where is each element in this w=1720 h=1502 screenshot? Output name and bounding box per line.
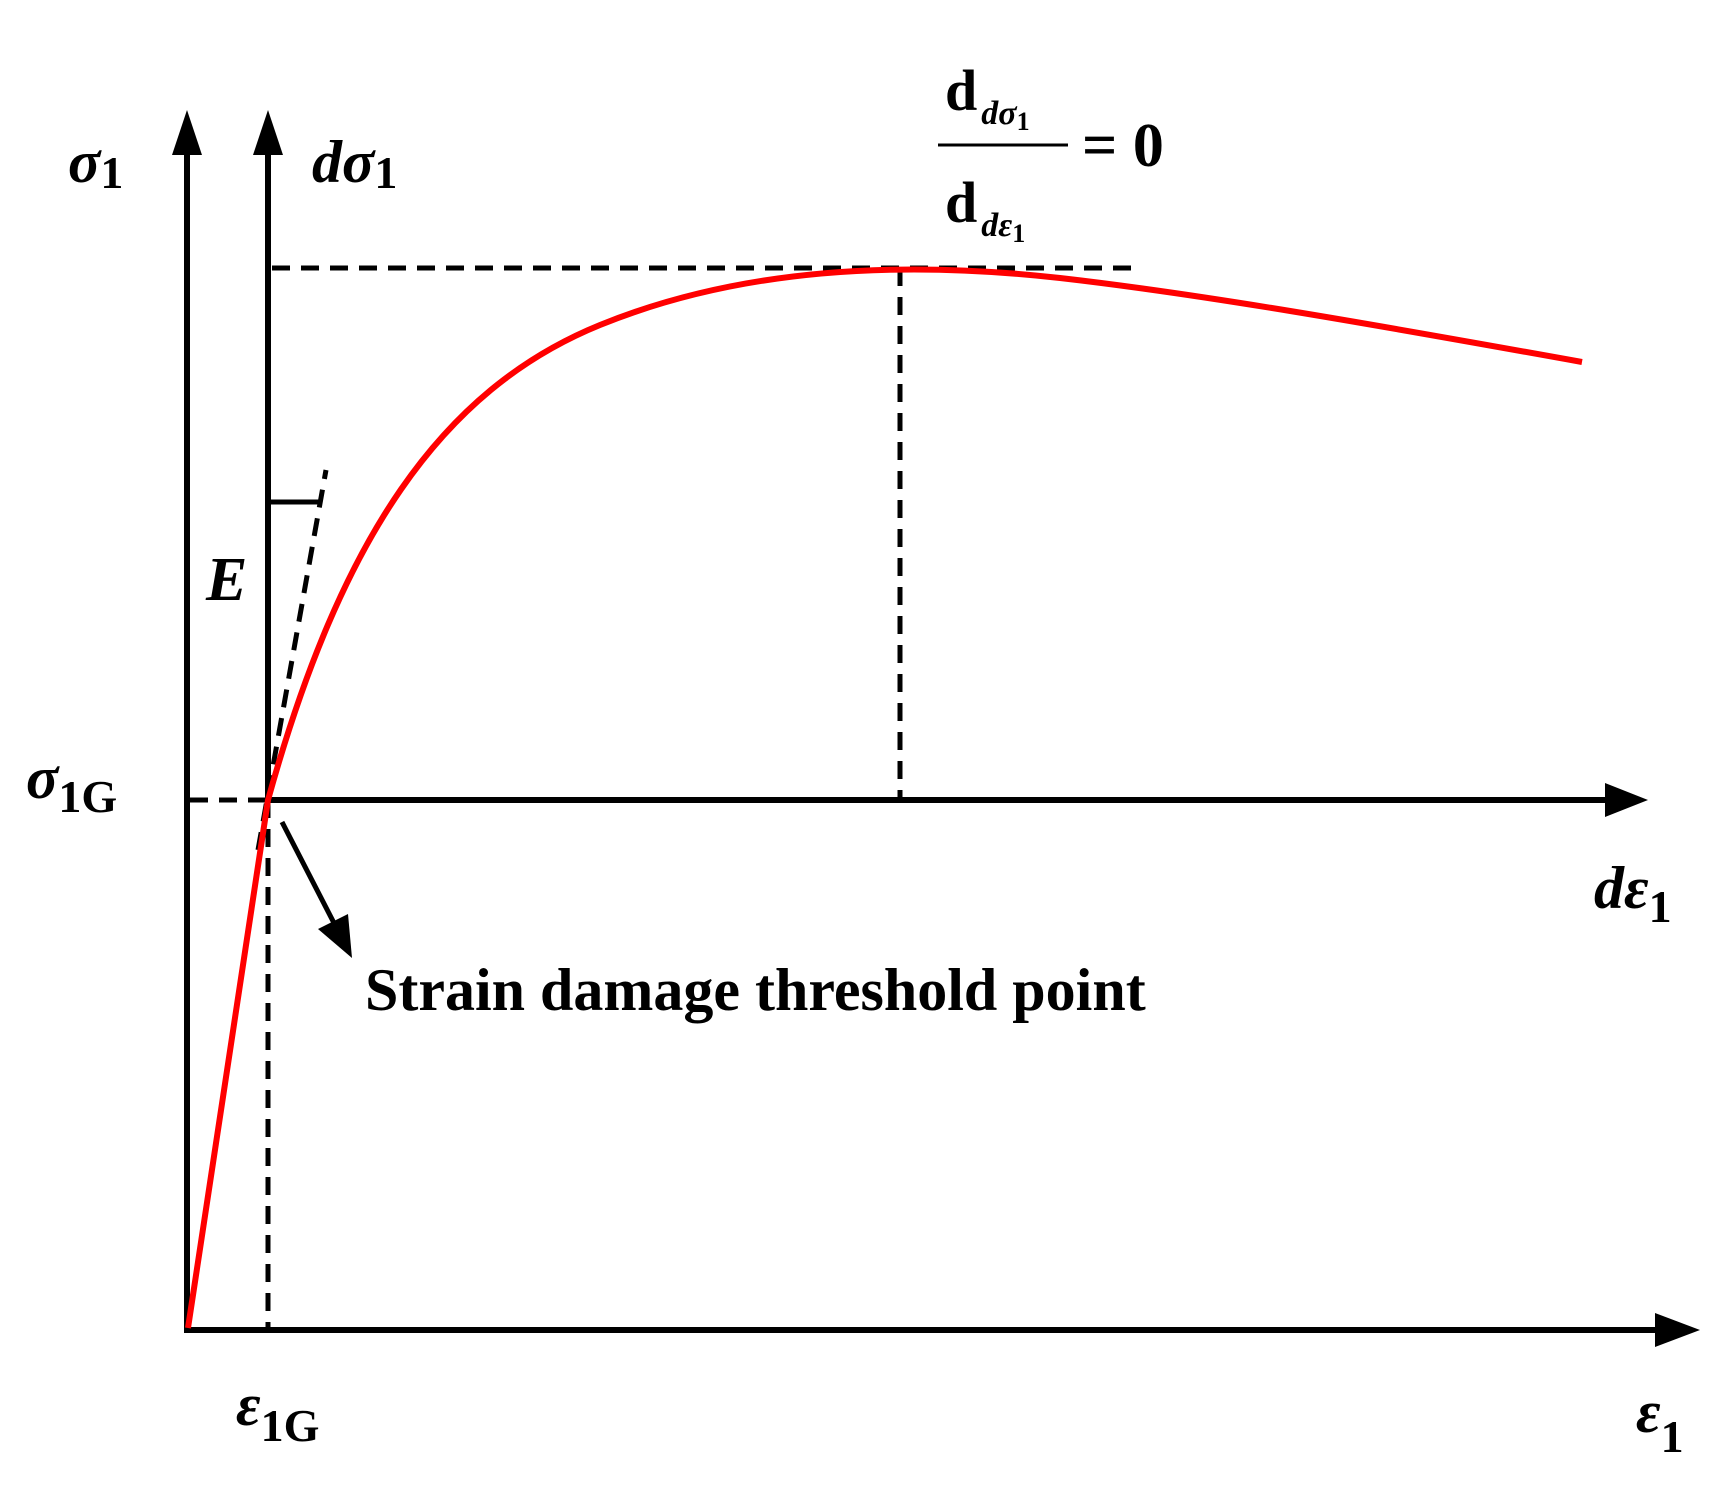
eps1-axis-arrowhead (1655, 1313, 1700, 1347)
threshold-pointer-arrowhead (318, 914, 352, 958)
modulus-E-label: E (205, 546, 247, 614)
threshold-point-label: Strain damage threshold point (365, 957, 1146, 1023)
main-axes (184, 150, 1662, 1333)
deps1-axis-label: dε1 (1594, 855, 1672, 932)
sigma1G-label: σ1G (26, 745, 117, 822)
sigma1-axis-label: σ1 (68, 129, 123, 198)
axis-arrowheads (172, 110, 1700, 1347)
formula-denominator: d dε1 (945, 170, 1025, 248)
dsigma1-axis-label: dσ1 (312, 129, 397, 198)
sigma1-axis-arrowhead (172, 110, 202, 155)
eps1-axis-label: ε1 (1636, 1379, 1684, 1462)
formula-numerator: d dσ1 (945, 58, 1030, 136)
deps1-axis-arrowhead (1605, 783, 1648, 817)
stress-strain-curve (185, 266, 1583, 1329)
formula-rhs: = 0 (1082, 112, 1164, 180)
peak-condition-formula: d dσ1 d dε1 = 0 (938, 58, 1164, 248)
eps1G-label: ε1G (236, 1372, 319, 1451)
threshold-pointer-arrow (279, 820, 340, 934)
dsigma1-axis-arrowhead (253, 110, 283, 155)
